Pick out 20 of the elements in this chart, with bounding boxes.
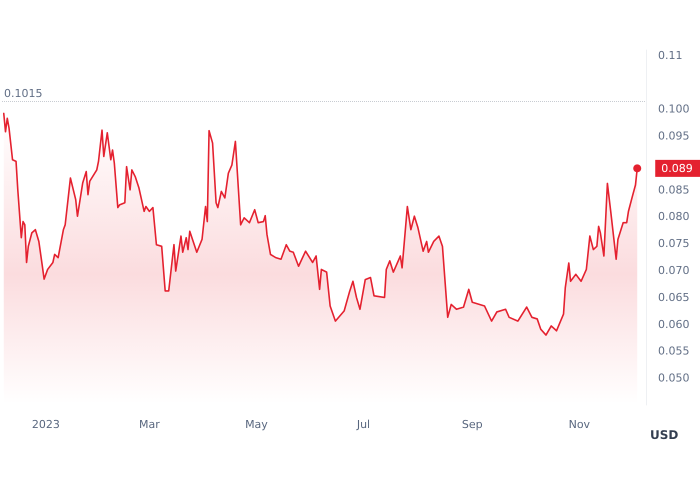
x-tick-label: Mar [139,418,160,431]
x-tick-label: Jul [356,418,370,431]
x-tick-label: Nov [568,418,591,431]
y-tick-label: 0.080 [658,210,690,224]
ref-line-label: 0.1015 [4,87,42,100]
y-tick-label: 0.070 [658,264,690,278]
y-tick-label: 0.075 [658,237,690,250]
y-tick-label: 0.11 [658,48,682,62]
y-axis-title: USD [650,428,678,442]
y-tick-label: 0.060 [658,318,690,331]
x-tick-label: Sep [462,418,483,431]
y-tick-label: 0.050 [658,372,690,385]
y-tick-label: 0.055 [658,344,690,358]
x-tick-label: 2023 [32,418,60,431]
y-tick-label: 0.085 [658,183,690,196]
y-tick-label: 0.095 [658,130,690,143]
x-tick-label: May [245,418,268,431]
y-tick-label: 0.100 [658,102,690,116]
y-tick-label: 0.065 [658,290,690,304]
annotation: 0.089 [661,162,693,175]
